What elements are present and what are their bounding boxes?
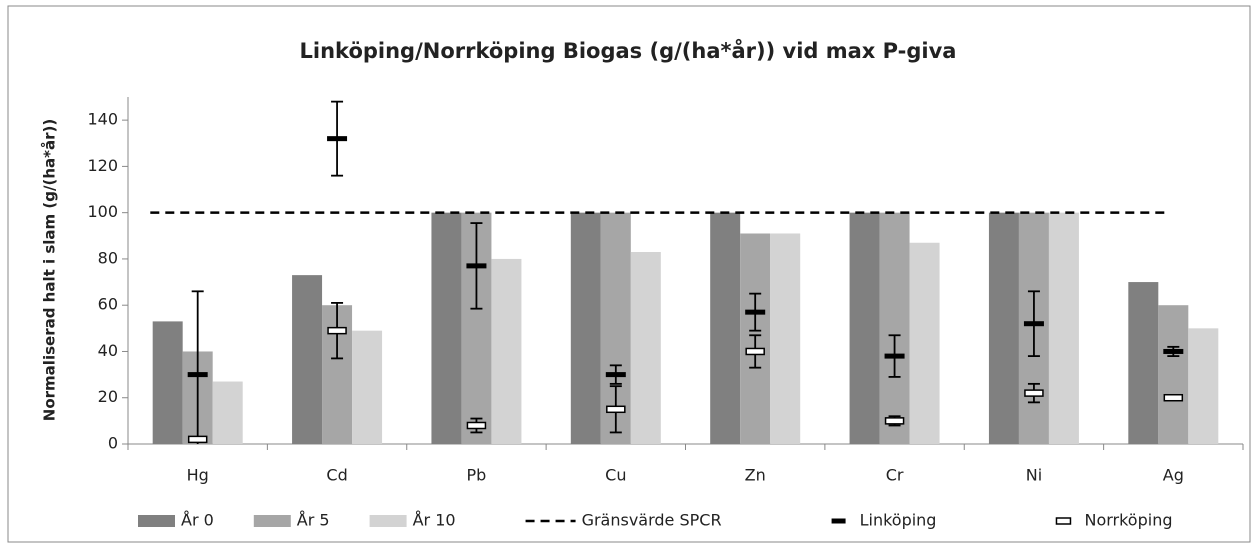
marker [745, 309, 766, 315]
y-tick-label: 20 [98, 387, 118, 406]
legend-swatch [138, 515, 175, 527]
chart-title: Linköping/Norrköping Biogas (g/(ha*år)) … [300, 38, 957, 63]
y-tick-label: 60 [98, 295, 118, 314]
error-bars [187, 100, 1184, 444]
x-tick-label: Pb [467, 466, 487, 485]
marker [187, 372, 208, 378]
bar [1158, 305, 1189, 444]
y-tick-label: 140 [87, 110, 118, 129]
y-tick-label: 0 [108, 434, 118, 453]
marker [605, 372, 626, 378]
x-tick-label: Zn [745, 466, 766, 485]
bar [770, 233, 801, 444]
bar [1048, 212, 1079, 444]
bar [352, 330, 383, 444]
marker [745, 347, 765, 356]
y-tick-label: 100 [87, 202, 118, 221]
marker [327, 326, 347, 335]
y-tick-label: 120 [87, 156, 118, 175]
legend-label: Linköping [860, 511, 937, 530]
marker [884, 353, 905, 359]
legend-swatch [369, 515, 407, 527]
legend-label: År 10 [413, 511, 456, 530]
x-tick-label: Cu [605, 466, 626, 485]
marker [466, 263, 487, 269]
legend-swatch [831, 518, 846, 524]
bar [909, 242, 940, 444]
bar [491, 258, 522, 444]
bar [988, 212, 1019, 444]
bar [570, 212, 601, 444]
bar [431, 212, 462, 444]
marker [1163, 393, 1184, 402]
legend-swatch [253, 515, 291, 527]
bar [292, 275, 323, 444]
y-axis-label: Normaliserad halt i slam (g/(ha*år)) [41, 119, 59, 421]
bar [710, 212, 741, 444]
bar [1188, 328, 1219, 444]
y-tick-label: 80 [98, 248, 118, 267]
marker [466, 421, 487, 430]
legend-swatch [1055, 517, 1072, 525]
legend-label: Norrköping [1084, 511, 1172, 530]
x-tick-label: Ni [1026, 466, 1042, 485]
bar [1128, 282, 1159, 444]
x-tick-label: Cr [886, 466, 904, 485]
x-tick-label: Ag [1163, 466, 1184, 485]
marker [327, 136, 348, 142]
y-tick-label: 40 [98, 341, 118, 360]
bar [879, 212, 910, 444]
bar [152, 321, 183, 444]
x-tick-label: Cd [326, 466, 347, 485]
bar [630, 251, 661, 444]
x-tick-label: Hg [187, 466, 209, 485]
marker [1024, 389, 1044, 397]
bar [849, 212, 880, 444]
bar [212, 381, 243, 444]
legend-label: År 5 [297, 511, 330, 530]
marker [187, 435, 208, 444]
legend-label: År 0 [181, 511, 214, 530]
marker [606, 405, 626, 414]
marker [1163, 348, 1184, 354]
marker [884, 417, 905, 425]
marker [1023, 321, 1044, 327]
legend-label: Gränsvärde SPCR [582, 511, 722, 530]
